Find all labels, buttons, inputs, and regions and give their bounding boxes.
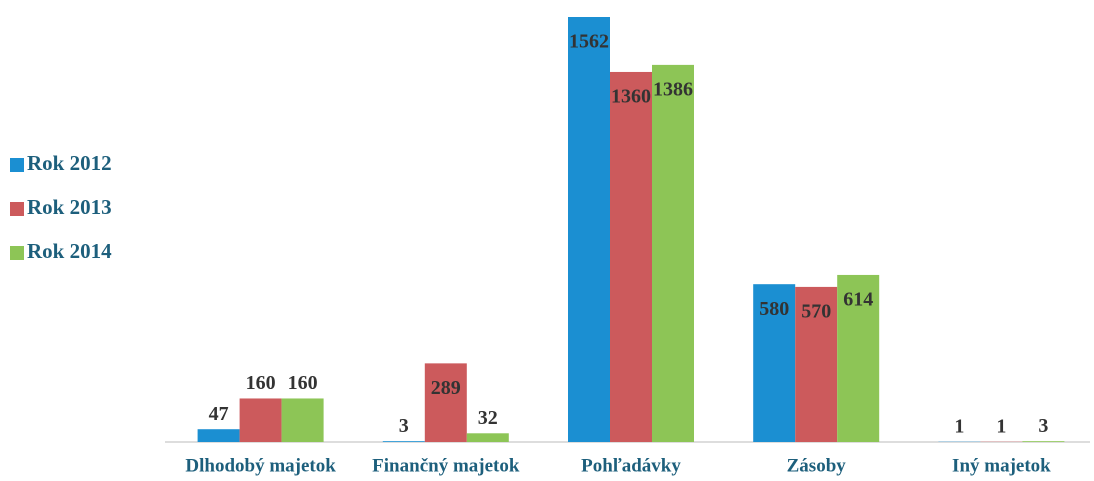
- data-label: 1: [954, 415, 964, 437]
- legend-swatch: [10, 158, 24, 172]
- bar: [197, 429, 240, 442]
- bar: [281, 398, 324, 442]
- data-label: 1: [996, 415, 1006, 437]
- data-label: 160: [288, 372, 318, 394]
- data-label: 32: [478, 407, 498, 429]
- bar: [382, 441, 425, 442]
- bar: [610, 71, 652, 443]
- data-label: 3: [399, 415, 409, 437]
- data-label: 47: [209, 403, 229, 425]
- bar: [1022, 441, 1065, 442]
- bar: [466, 433, 509, 442]
- data-label: 1386: [653, 78, 693, 100]
- legend-swatch: [10, 246, 24, 260]
- data-label: 3: [1038, 415, 1048, 437]
- legend-label: Rok 2012: [27, 151, 112, 175]
- x-tick-label: Dlhodobý majetok: [185, 455, 336, 476]
- data-label: 580: [759, 298, 789, 320]
- x-tick-label: Finančný majetok: [372, 455, 520, 476]
- bar: [837, 274, 880, 442]
- data-label: 570: [801, 301, 831, 323]
- bar: [795, 286, 838, 442]
- x-tick-label: Pohľadávky: [581, 455, 681, 476]
- data-label: 1562: [569, 31, 609, 53]
- legend-swatch: [10, 202, 24, 216]
- bar: [424, 363, 467, 442]
- bar: [568, 17, 610, 442]
- x-tick-label: Zásoby: [787, 455, 847, 476]
- x-tick-label: Iný majetok: [952, 455, 1051, 476]
- data-label: 614: [843, 289, 873, 311]
- data-label: 1360: [611, 86, 651, 108]
- data-label: 289: [431, 377, 461, 399]
- bar: [239, 398, 282, 442]
- legend-label: Rok 2014: [27, 239, 112, 263]
- bar: [652, 64, 694, 442]
- legend-label: Rok 2013: [27, 195, 112, 219]
- data-label: 160: [246, 372, 276, 394]
- bar: [753, 284, 796, 442]
